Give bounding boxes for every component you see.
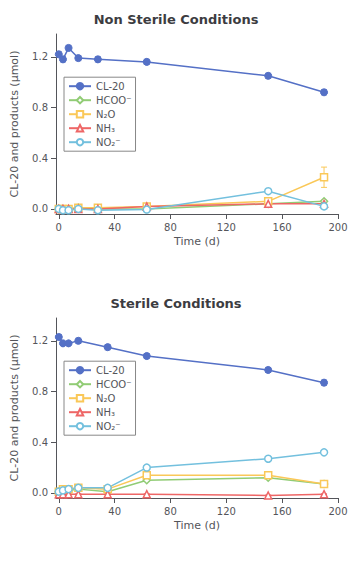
svg-text:CL-20 and products (μmol): CL-20 and products (μmol) <box>8 51 21 198</box>
svg-text:N₂O: N₂O <box>96 109 115 120</box>
svg-text:200: 200 <box>328 506 347 517</box>
svg-text:160: 160 <box>273 506 292 517</box>
svg-text:NO₂⁻: NO₂⁻ <box>96 137 121 148</box>
svg-text:0.4: 0.4 <box>32 437 48 448</box>
svg-text:1.2: 1.2 <box>32 51 48 62</box>
svg-text:0.8: 0.8 <box>32 102 48 113</box>
svg-text:Sterile Conditions: Sterile Conditions <box>110 296 241 311</box>
svg-text:0: 0 <box>56 222 62 233</box>
svg-text:80: 80 <box>164 222 177 233</box>
svg-text:N₂O: N₂O <box>96 393 115 404</box>
svg-text:1.2: 1.2 <box>32 335 48 346</box>
svg-text:CL-20: CL-20 <box>96 365 125 376</box>
svg-text:0.4: 0.4 <box>32 153 48 164</box>
svg-text:Time (d): Time (d) <box>173 519 220 532</box>
svg-text:CL-20 and products (μmol): CL-20 and products (μmol) <box>8 335 21 482</box>
svg-text:120: 120 <box>217 506 236 517</box>
svg-text:40: 40 <box>108 506 121 517</box>
svg-text:120: 120 <box>217 222 236 233</box>
svg-text:0.8: 0.8 <box>32 386 48 397</box>
svg-text:HCOO⁻: HCOO⁻ <box>96 95 132 106</box>
svg-text:0: 0 <box>56 506 62 517</box>
svg-text:NH₃: NH₃ <box>96 123 115 134</box>
svg-text:Time (d): Time (d) <box>173 235 220 248</box>
svg-text:0.0: 0.0 <box>32 203 48 214</box>
svg-text:200: 200 <box>328 222 347 233</box>
svg-text:40: 40 <box>108 222 121 233</box>
svg-text:HCOO⁻: HCOO⁻ <box>96 379 132 390</box>
svg-text:0.0: 0.0 <box>32 487 48 498</box>
svg-text:NO₂⁻: NO₂⁻ <box>96 421 121 432</box>
svg-text:CL-20: CL-20 <box>96 81 125 92</box>
svg-text:Non Sterile Conditions: Non Sterile Conditions <box>94 12 259 27</box>
svg-text:NH₃: NH₃ <box>96 407 115 418</box>
svg-text:80: 80 <box>164 506 177 517</box>
svg-text:160: 160 <box>273 222 292 233</box>
